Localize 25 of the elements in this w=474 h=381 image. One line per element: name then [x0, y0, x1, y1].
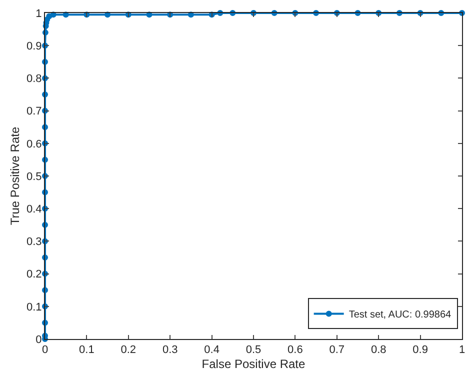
x-tick-label: 0.2 [120, 344, 136, 356]
y-tick-label: 0 [36, 334, 42, 346]
y-tick-label: 1 [36, 8, 42, 20]
y-tick-label: 0.1 [26, 301, 42, 314]
y-tick-label: 0.2 [26, 268, 42, 281]
y-tick-label: 0.3 [26, 236, 42, 248]
x-tick-label: 1 [458, 344, 466, 356]
y-axis-title: True Positive Rate [8, 126, 22, 226]
legend-label: Test set, AUC: 0.99864 [348, 310, 452, 321]
y-tick-label: 0.6 [26, 138, 42, 150]
line-series [42, 10, 465, 342]
x-tick-label: 0.9 [412, 344, 428, 356]
x-tick-label: 0.8 [370, 344, 386, 356]
x-tick-label: 0.1 [79, 344, 94, 356]
x-axis-title: False Positive Rate [202, 357, 306, 372]
y-tick-label: 0.8 [26, 73, 42, 86]
x-tick-label: 0.3 [162, 344, 178, 356]
y-tick-label: 0.7 [26, 106, 42, 118]
x-tick-label: 0.4 [204, 344, 220, 356]
y-tick-label: 0.5 [26, 170, 42, 183]
x-tick-label: 0.5 [246, 344, 262, 356]
y-tick-label: 0.9 [26, 40, 42, 52]
x-tick-label: 0.7 [329, 344, 345, 356]
x-tick-label: 0.6 [288, 344, 303, 356]
y-tick-label: 0.4 [26, 203, 42, 216]
